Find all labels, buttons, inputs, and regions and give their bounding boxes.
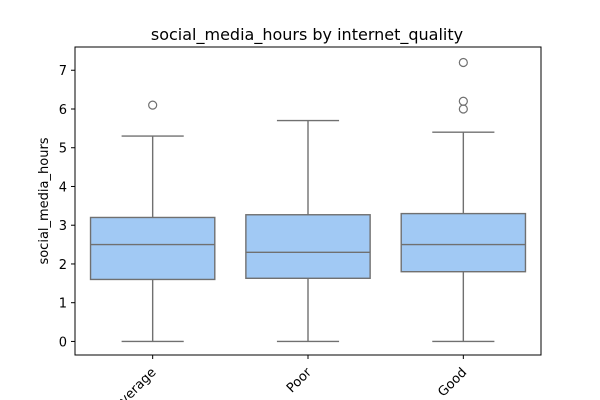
boxes-layer xyxy=(89,57,527,343)
box-iqr xyxy=(245,214,371,279)
y-tick-label: 4 xyxy=(59,180,67,195)
x-axis: Average Poor Good xyxy=(111,355,470,400)
y-tick-label: 2 xyxy=(59,258,67,273)
box-iqr xyxy=(400,212,527,273)
box-group-poor xyxy=(245,119,371,343)
box-iqr xyxy=(89,216,216,281)
x-tick-label: Poor xyxy=(284,365,315,396)
y-tick-label: 5 xyxy=(59,142,67,157)
x-tick-label: Average xyxy=(111,365,159,400)
y-tick-label: 3 xyxy=(59,219,67,234)
y-axis: 0 1 2 3 4 5 6 7 xyxy=(59,64,75,350)
box-group-good xyxy=(400,57,527,343)
y-tick-label: 1 xyxy=(59,297,67,312)
y-tick-label: 0 xyxy=(59,335,67,350)
box-group-average xyxy=(89,100,216,343)
y-tick-label: 7 xyxy=(59,64,67,79)
outlier-point xyxy=(148,100,158,110)
y-tick-label: 6 xyxy=(59,103,67,118)
outlier-point xyxy=(458,96,468,106)
x-tick-label: Good xyxy=(435,365,470,400)
chart-title: social_media_hours by internet_quality xyxy=(151,25,463,45)
y-axis-label: social_media_hours xyxy=(37,137,52,264)
outlier-point xyxy=(458,57,468,68)
outlier-point xyxy=(458,104,468,114)
